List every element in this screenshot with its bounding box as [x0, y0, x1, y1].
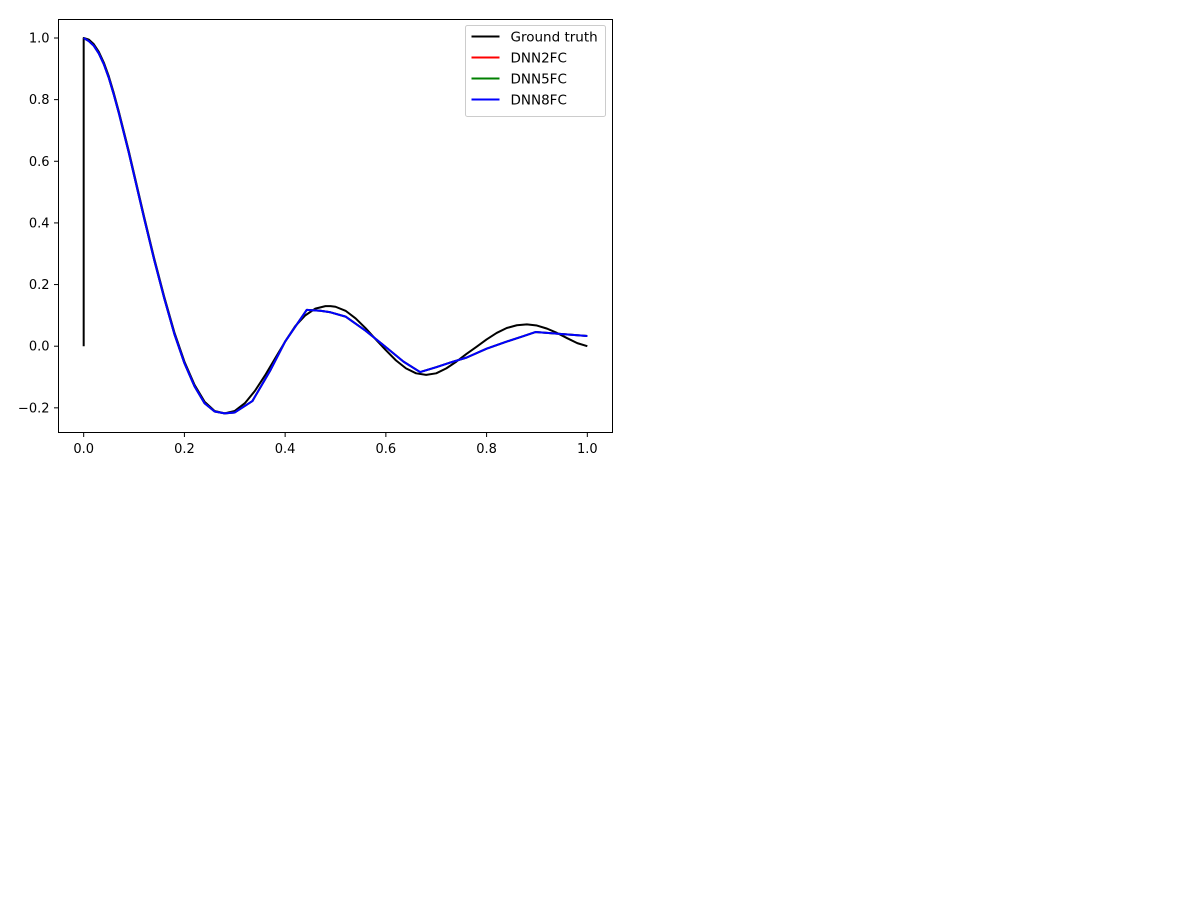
y-tick-label: 0.8 [29, 93, 50, 108]
y-tick-label: 0.2 [29, 278, 50, 293]
legend-label-dnn5fc: DNN5FC [511, 72, 567, 88]
y-tick-label: 0.6 [29, 155, 50, 170]
x-tick-label: 0.8 [476, 442, 497, 457]
series-layer [82, 36, 588, 415]
legend-label-dnn8fc: DNN8FC [511, 93, 567, 109]
legend-label-dnn2fc: DNN2FC [511, 51, 567, 67]
y-tick-label: 0.4 [29, 216, 50, 231]
legend-box [465, 25, 606, 117]
x-tick-label: 0.6 [376, 442, 397, 457]
legend-label-ground-truth: Ground truth [511, 30, 598, 46]
x-tick-label: 1.0 [577, 442, 598, 457]
plot-frame [58, 19, 613, 433]
y-tick-label: 0.0 [29, 340, 50, 355]
y-axis: −0.2 0.0 0.2 0.4 0.6 0.8 1.0 [18, 31, 59, 416]
x-axis: 0.0 0.2 0.4 0.6 0.8 1.0 [73, 432, 598, 457]
y-tick-label: −0.2 [18, 401, 50, 416]
y-tick-label: 1.0 [29, 31, 50, 46]
x-tick-label: 0.2 [174, 442, 195, 457]
series-line-dnn8fc [83, 37, 588, 415]
legend: Ground truth DNN2FC DNN5FC DNN8FC [465, 25, 606, 117]
x-tick-label: 0.4 [275, 442, 296, 457]
x-tick-label: 0.0 [73, 442, 94, 457]
